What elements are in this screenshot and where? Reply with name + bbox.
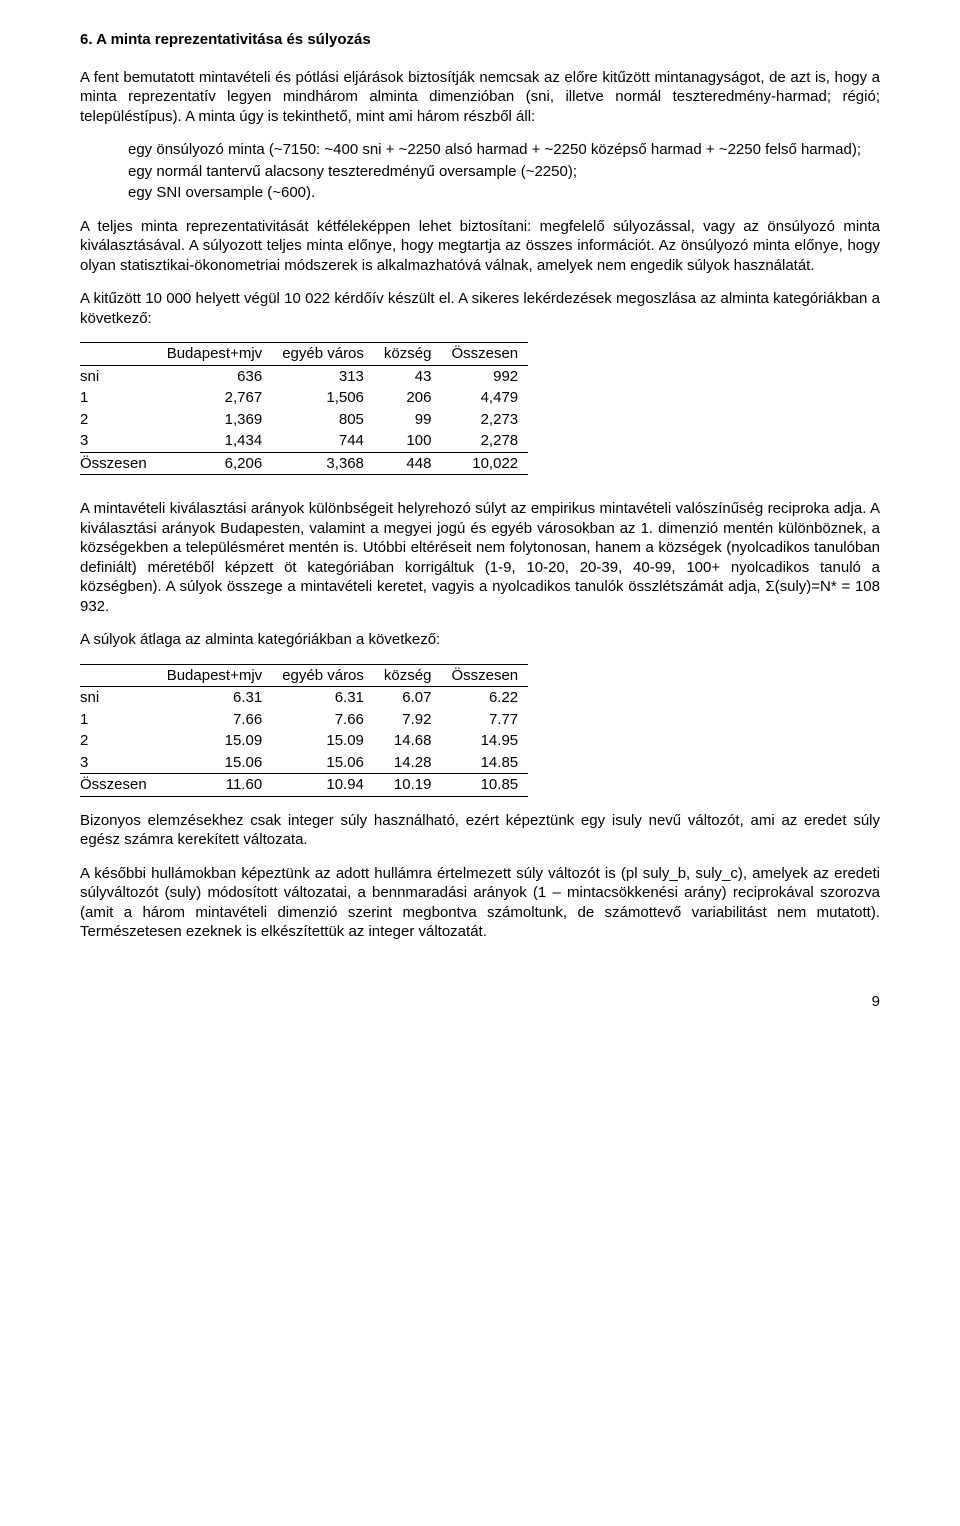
table-row: 1 7.66 7.66 7.92 7.77: [80, 709, 528, 731]
table-cell: 992: [441, 365, 528, 387]
table-cell: 14.68: [374, 730, 442, 752]
table-header-blank: [80, 343, 157, 366]
table-cell: 3: [80, 430, 157, 452]
paragraph-2: A teljes minta reprezentativitását kétfé…: [80, 217, 880, 276]
table-cell: 11.60: [157, 774, 272, 797]
table-cell: 10.85: [441, 774, 528, 797]
indent-list: egy önsúlyozó minta (~7150: ~400 sni + ~…: [128, 140, 880, 203]
table-cell: 6.07: [374, 687, 442, 709]
table-cell: 10,022: [441, 452, 528, 475]
table-cell: 2: [80, 409, 157, 431]
table-cell: 1,369: [157, 409, 272, 431]
table-cell: sni: [80, 687, 157, 709]
table-row: 3 15.06 15.06 14.28 14.85: [80, 752, 528, 774]
table-header-blank: [80, 664, 157, 687]
table-row: 1 2,767 1,506 206 4,479: [80, 387, 528, 409]
table-cell: 805: [272, 409, 374, 431]
table-cell: Összesen: [80, 452, 157, 475]
page: 6. A minta reprezentativitása és súlyozá…: [40, 0, 920, 1051]
section-title: 6. A minta reprezentativitása és súlyozá…: [80, 30, 880, 50]
table-cell: 3,368: [272, 452, 374, 475]
table-cell: 6.22: [441, 687, 528, 709]
table-cell: 636: [157, 365, 272, 387]
paragraph-1: A fent bemutatott mintavételi és pótlási…: [80, 68, 880, 127]
table-header-col4: Összesen: [441, 343, 528, 366]
table-cell: 99: [374, 409, 442, 431]
table-cell: 7.66: [157, 709, 272, 731]
table-cell: 1: [80, 387, 157, 409]
table-row: sni 636 313 43 992: [80, 365, 528, 387]
table-row: sni 6.31 6.31 6.07 6.22: [80, 687, 528, 709]
table-cell: Összesen: [80, 774, 157, 797]
table-header-col2: egyéb város: [272, 664, 374, 687]
table-cell: 313: [272, 365, 374, 387]
table-cell: 7.66: [272, 709, 374, 731]
table-cell: 744: [272, 430, 374, 452]
paragraph-3: A kitűzött 10 000 helyett végül 10 022 k…: [80, 289, 880, 328]
page-number: 9: [80, 992, 880, 1012]
table-cell: 6,206: [157, 452, 272, 475]
table-header-row: Budapest+mjv egyéb város község Összesen: [80, 343, 528, 366]
table-header-row: Budapest+mjv egyéb város község Összesen: [80, 664, 528, 687]
table-cell: 15.09: [157, 730, 272, 752]
table-header-col3: község: [374, 664, 442, 687]
table-cell: 2,278: [441, 430, 528, 452]
table-cell: 7.92: [374, 709, 442, 731]
table-row: 2 15.09 15.09 14.68 14.95: [80, 730, 528, 752]
paragraph-5: A súlyok átlaga az alminta kategóriákban…: [80, 630, 880, 650]
table-cell: 14.28: [374, 752, 442, 774]
table-cell: 15.09: [272, 730, 374, 752]
table-cell: 1,506: [272, 387, 374, 409]
table-cell: 448: [374, 452, 442, 475]
paragraph-7: A későbbi hullámokban képeztünk az adott…: [80, 864, 880, 942]
indent-item-3: egy SNI oversample (~600).: [128, 183, 880, 203]
indent-item-2: egy normál tantervű alacsony teszteredmé…: [128, 162, 880, 182]
table-cell: 3: [80, 752, 157, 774]
table-cell: 4,479: [441, 387, 528, 409]
indent-item-1: egy önsúlyozó minta (~7150: ~400 sni + ~…: [128, 140, 880, 160]
table-cell: 43: [374, 365, 442, 387]
table-cell: 7.77: [441, 709, 528, 731]
spacer: [80, 489, 880, 499]
table-cell: 14.95: [441, 730, 528, 752]
table-cell: 100: [374, 430, 442, 452]
table-cell: 14.85: [441, 752, 528, 774]
table-cell: 15.06: [272, 752, 374, 774]
table-header-col4: Összesen: [441, 664, 528, 687]
table-cell: 2,767: [157, 387, 272, 409]
table-cell: 6.31: [272, 687, 374, 709]
paragraph-6: Bizonyos elemzésekhez csak integer súly …: [80, 811, 880, 850]
table-cell: 15.06: [157, 752, 272, 774]
table-total-row: Összesen 11.60 10.94 10.19 10.85: [80, 774, 528, 797]
table-row: 3 1,434 744 100 2,278: [80, 430, 528, 452]
table-cell: 10.19: [374, 774, 442, 797]
table-header-col2: egyéb város: [272, 343, 374, 366]
table-header-col1: Budapest+mjv: [157, 664, 272, 687]
table-cell: 2: [80, 730, 157, 752]
table-row: 2 1,369 805 99 2,273: [80, 409, 528, 431]
table-cell: sni: [80, 365, 157, 387]
table-cell: 2,273: [441, 409, 528, 431]
table-cell: 10.94: [272, 774, 374, 797]
table-header-col1: Budapest+mjv: [157, 343, 272, 366]
table-header-col3: község: [374, 343, 442, 366]
table-cell: 6.31: [157, 687, 272, 709]
table-cell: 1: [80, 709, 157, 731]
paragraph-4: A mintavételi kiválasztási arányok külön…: [80, 499, 880, 616]
table-counts: Budapest+mjv egyéb város község Összesen…: [80, 342, 528, 475]
table-weights: Budapest+mjv egyéb város község Összesen…: [80, 664, 528, 797]
table-cell: 206: [374, 387, 442, 409]
table-total-row: Összesen 6,206 3,368 448 10,022: [80, 452, 528, 475]
table-cell: 1,434: [157, 430, 272, 452]
